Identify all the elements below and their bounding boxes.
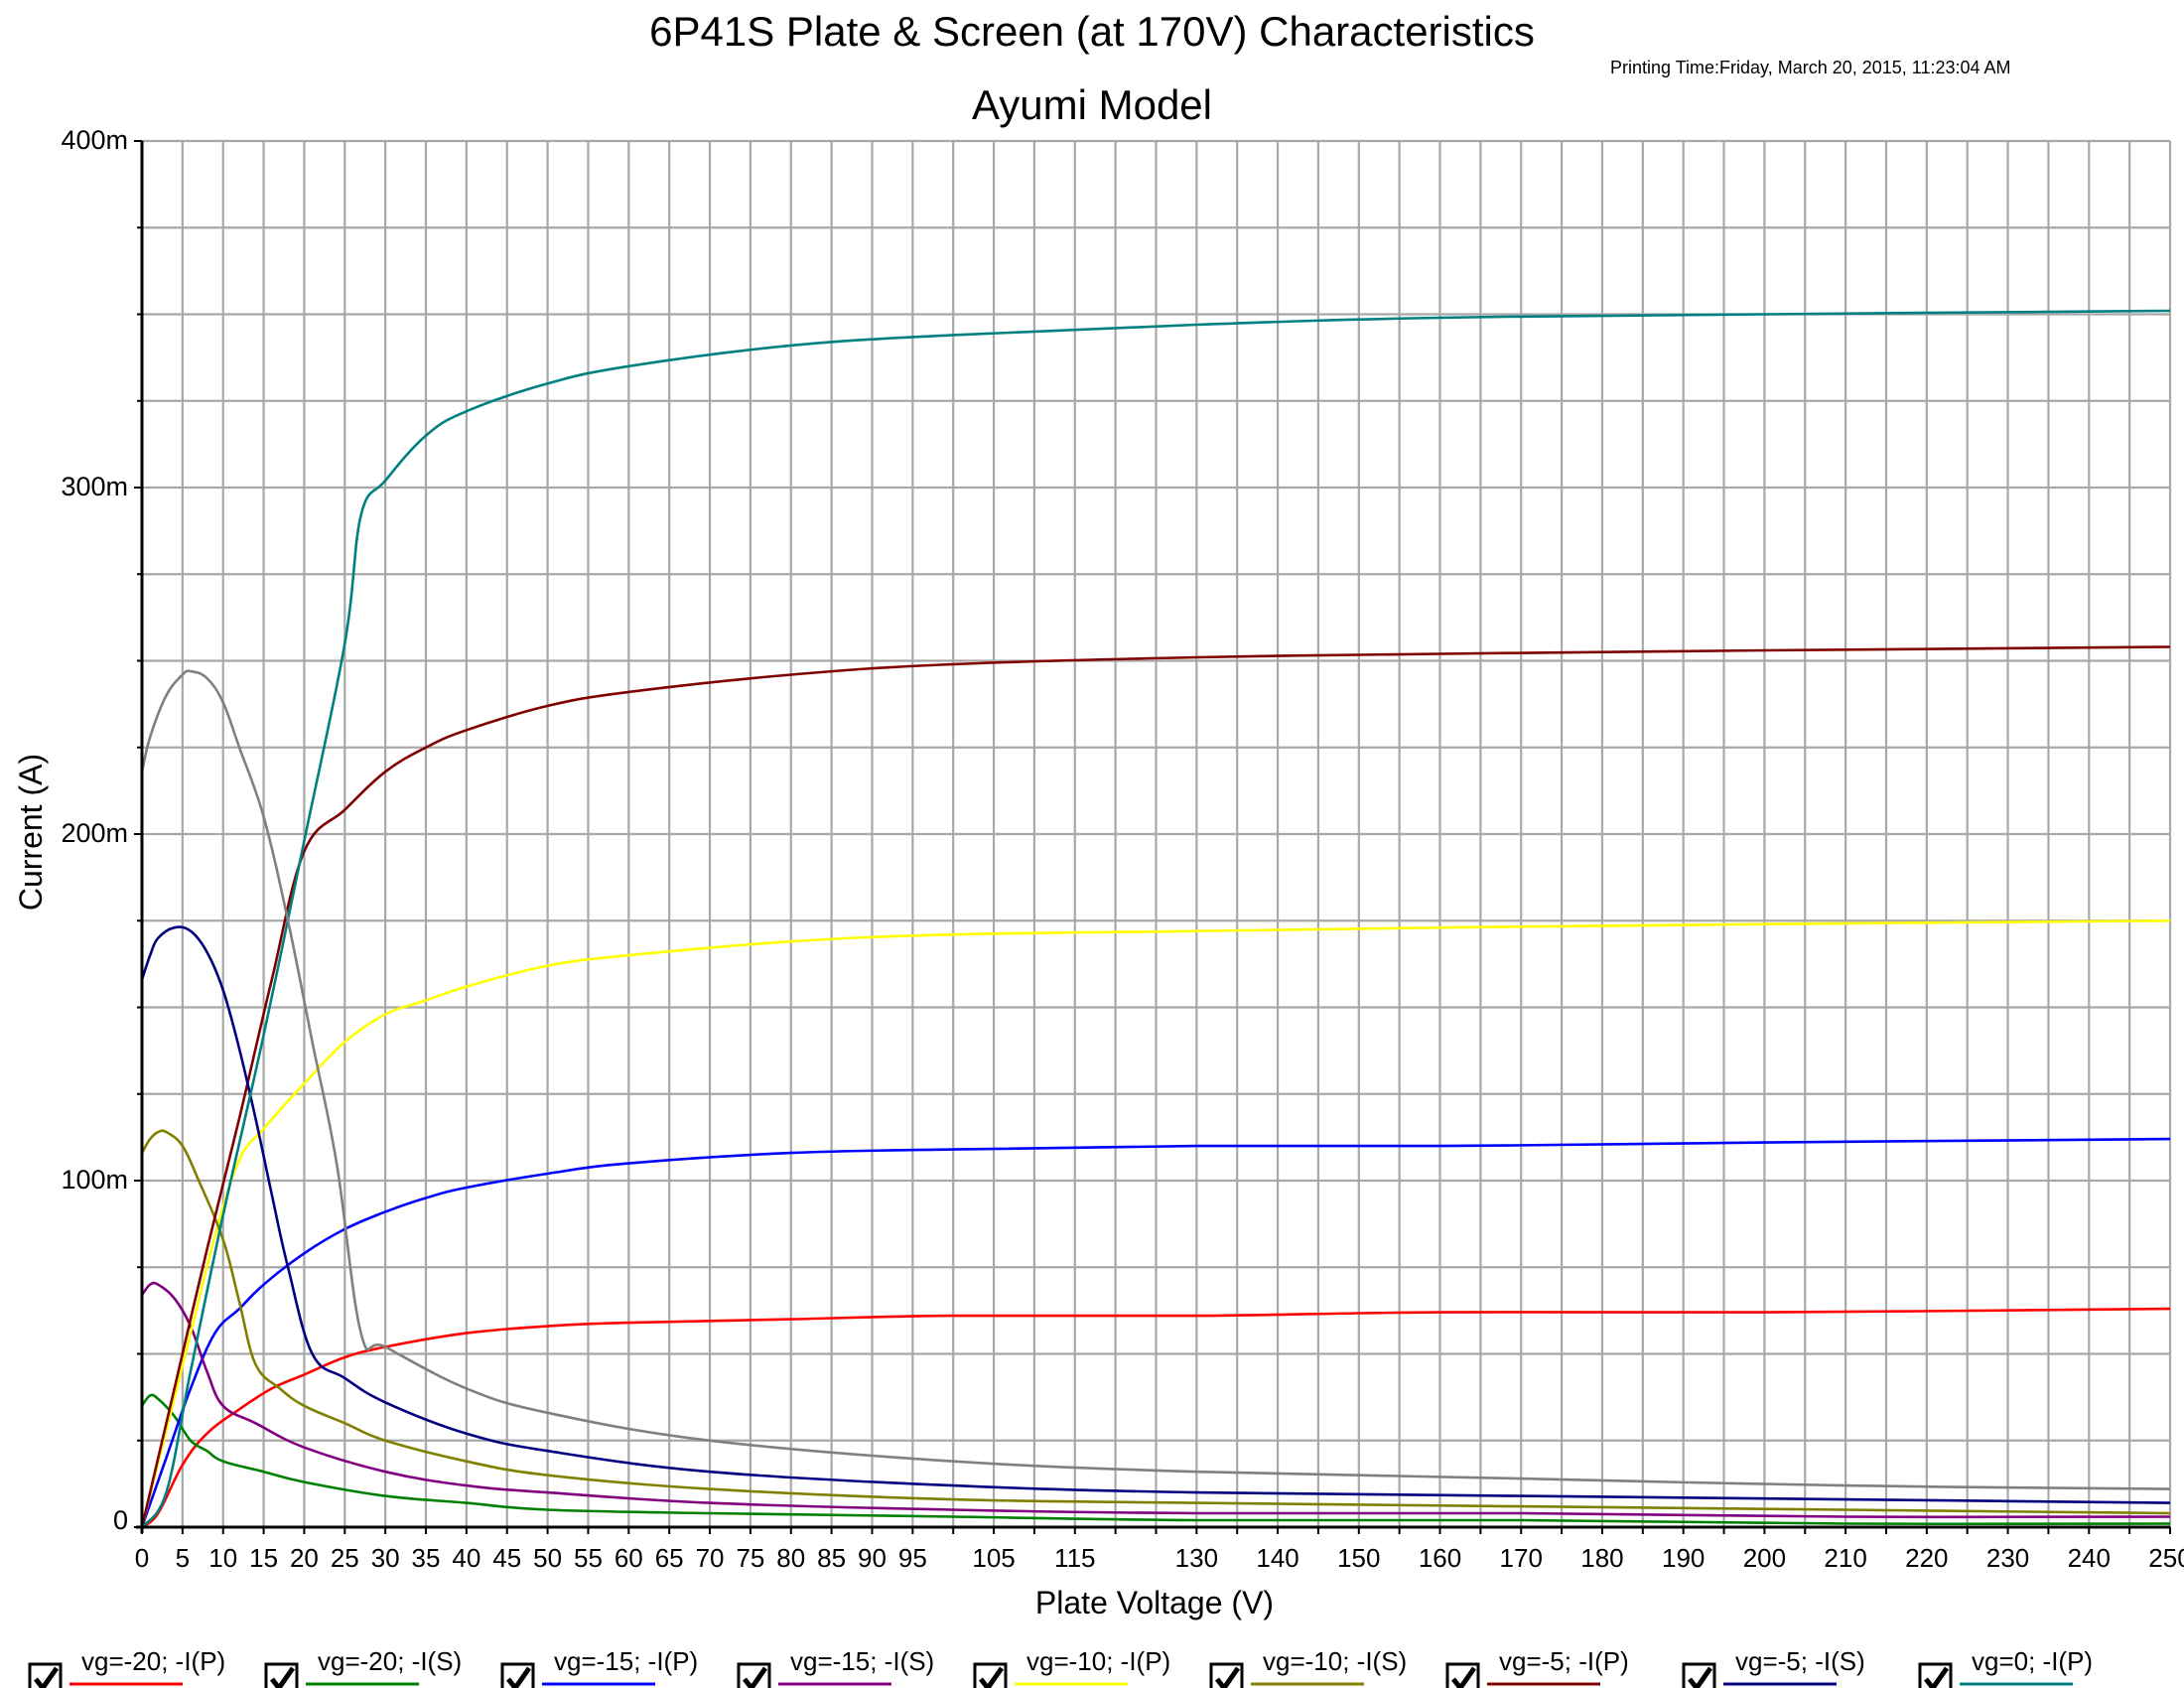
checkmark-icon (979, 1666, 1005, 1688)
legend-label: vg=-5; -I(P) (1499, 1646, 1629, 1676)
chart-subtitle: Ayumi Model (972, 81, 1212, 128)
legend-label: vg=-20; -I(P) (81, 1646, 225, 1676)
x-tick-label: 150 (1337, 1543, 1380, 1573)
x-tick-label: 140 (1256, 1543, 1298, 1573)
x-tick-label: 220 (1905, 1543, 1948, 1573)
tick-labels: 0 5 10 15 20 25 30 35 40 45 50 55 60 65 70 75 80 85 90 95 10… (61, 125, 2184, 1573)
legend-item[interactable]: vg=-5; -I(P) (1445, 1646, 1629, 1688)
legend-label: vg=-20; -I(S) (318, 1646, 462, 1676)
checkmark-icon (1451, 1666, 1477, 1688)
x-tick-label: 55 (574, 1543, 603, 1573)
x-tick-label: 85 (817, 1543, 846, 1573)
legend-item[interactable]: vg=-15; -I(P) (500, 1646, 698, 1688)
y-tick-label: 0 (113, 1505, 128, 1535)
legend-label: vg=-5; -I(S) (1735, 1646, 1865, 1676)
chart-title: 6P41S Plate & Screen (at 170V) Character… (649, 8, 1535, 55)
legend-label: vg=-10; -I(S) (1263, 1646, 1407, 1676)
legend-item[interactable]: vg=-10; -I(P) (973, 1646, 1170, 1688)
x-tick-label: 35 (412, 1543, 441, 1573)
x-tick-label: 105 (972, 1543, 1015, 1573)
x-tick-label: 30 (371, 1543, 400, 1573)
legend-item[interactable]: vg=-20; -I(P) (28, 1646, 225, 1688)
printing-time: Printing Time:Friday, March 20, 2015, 11… (1610, 58, 2011, 77)
y-axis-label: Current (A) (13, 754, 49, 911)
legend-label: vg=-15; -I(P) (554, 1646, 698, 1676)
x-tick-label: 40 (452, 1543, 480, 1573)
x-tick-label: 15 (249, 1543, 278, 1573)
x-tick-label: 180 (1580, 1543, 1623, 1573)
checkmark-icon (743, 1666, 768, 1688)
x-tick-label: 5 (176, 1543, 190, 1573)
x-tick-label: 50 (533, 1543, 562, 1573)
x-tick-label: 90 (858, 1543, 887, 1573)
series-line (140, 1137, 2171, 1528)
series-line (140, 919, 2171, 1528)
legend-label: vg=0; -I(P) (1972, 1646, 2093, 1676)
x-tick-label: 115 (1054, 1543, 1095, 1573)
x-tick-label: 230 (1986, 1543, 2029, 1573)
x-tick-label: 45 (492, 1543, 521, 1573)
axes (134, 140, 2171, 1534)
series-line (140, 1393, 2171, 1526)
series-line (140, 1129, 2171, 1515)
x-tick-label: 65 (655, 1543, 684, 1573)
x-tick-label: 20 (290, 1543, 319, 1573)
legend[interactable]: vg=-20; -I(P) vg=-20; -I(S) vg=-15; -I(P) v… (28, 1646, 2093, 1688)
x-tick-label: 25 (331, 1543, 359, 1573)
legend-item[interactable]: vg=-20; -I(S) (264, 1646, 462, 1688)
legend-checkbox[interactable] (1918, 1662, 1953, 1688)
x-tick-label: 95 (898, 1543, 927, 1573)
checkmark-icon (506, 1666, 532, 1688)
series-lines (140, 309, 2171, 1529)
x-tick-label: 200 (1743, 1543, 1786, 1573)
legend-item[interactable]: vg=0; -I(P) (1918, 1646, 2093, 1688)
series-line (140, 645, 2171, 1528)
checkmark-icon (1688, 1666, 1713, 1688)
legend-label: vg=-15; -I(S) (790, 1646, 934, 1676)
y-tick-label: 100m (61, 1165, 128, 1195)
checkmark-icon (1924, 1666, 1950, 1688)
x-tick-label: 250 (2148, 1543, 2184, 1573)
legend-item[interactable]: vg=-5; -I(S) (1682, 1646, 1865, 1688)
x-tick-label: 80 (776, 1543, 805, 1573)
x-tick-label: 60 (614, 1543, 643, 1573)
y-tick-label: 400m (61, 125, 128, 155)
checkmark-icon (34, 1666, 60, 1688)
x-tick-label: 0 (135, 1543, 149, 1573)
grid (140, 139, 2172, 1529)
checkmark-icon (1215, 1666, 1241, 1688)
series-line (140, 309, 2171, 1528)
x-tick-label: 160 (1419, 1543, 1461, 1573)
x-tick-label: 240 (2068, 1543, 2111, 1573)
x-tick-label: 210 (1824, 1543, 1866, 1573)
legend-item[interactable]: vg=-15; -I(S) (737, 1646, 934, 1688)
x-axis-label: Plate Voltage (V) (1035, 1585, 1274, 1620)
checkmark-icon (270, 1666, 296, 1688)
legend-label: vg=-10; -I(P) (1026, 1646, 1170, 1676)
x-tick-label: 70 (696, 1543, 725, 1573)
legend-checkbox[interactable] (737, 1662, 771, 1688)
x-tick-label: 170 (1500, 1543, 1543, 1573)
x-tick-label: 190 (1662, 1543, 1705, 1573)
y-tick-label: 300m (61, 472, 128, 501)
series-line (140, 925, 2171, 1504)
y-tick-label: 200m (61, 818, 128, 848)
x-tick-label: 130 (1175, 1543, 1218, 1573)
x-tick-label: 10 (208, 1543, 237, 1573)
series-line (140, 669, 2171, 1490)
legend-item[interactable]: vg=-10; -I(S) (1209, 1646, 1407, 1688)
x-tick-label: 75 (736, 1543, 764, 1573)
